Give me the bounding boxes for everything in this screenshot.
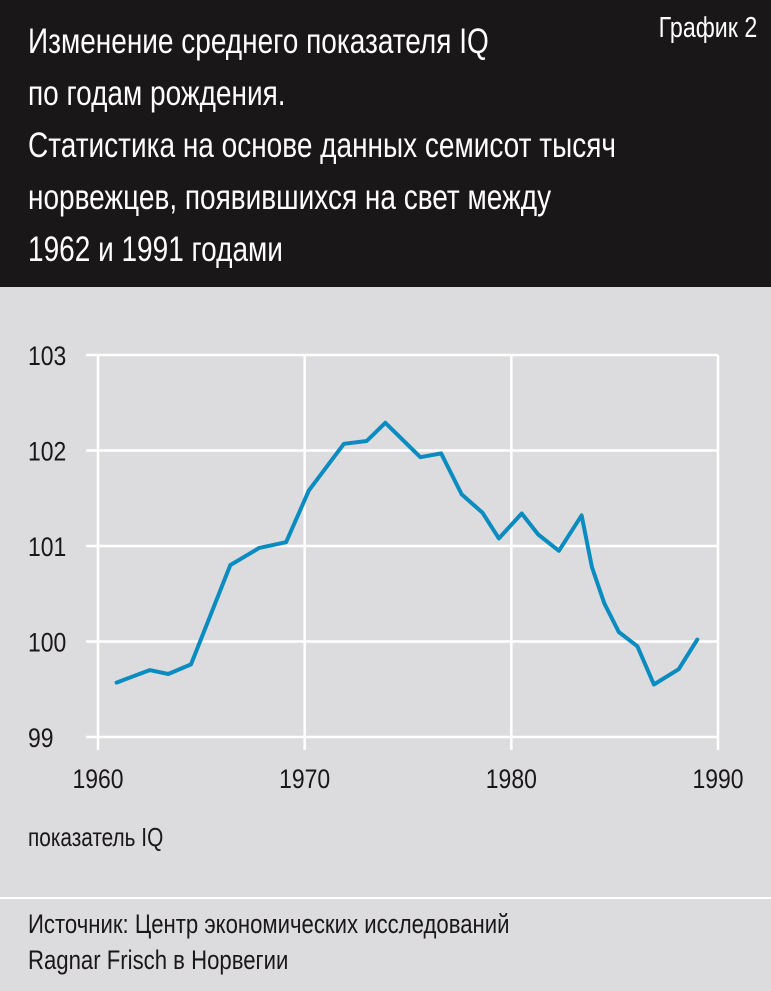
source-footer: Источник: Центр экономических исследован… — [0, 897, 771, 991]
source-line-1: Источник: Центр экономических исследован… — [28, 909, 509, 940]
iq-series-line — [117, 423, 698, 685]
y-tick-label: 100 — [28, 628, 66, 658]
y-tick-label: 103 — [28, 341, 66, 371]
y-axis-label: показатель IQ — [28, 822, 163, 853]
x-tick-label: 1990 — [692, 764, 743, 794]
y-tick-label: 99 — [28, 723, 54, 753]
y-tick-label: 102 — [28, 437, 66, 467]
x-tick-label: 1960 — [72, 764, 123, 794]
source-line-2: Ragnar Frisch в Норвегии — [28, 945, 288, 976]
x-tick-label: 1970 — [279, 764, 330, 794]
x-tick-label: 1980 — [486, 764, 537, 794]
y-tick-label: 101 — [28, 532, 66, 562]
